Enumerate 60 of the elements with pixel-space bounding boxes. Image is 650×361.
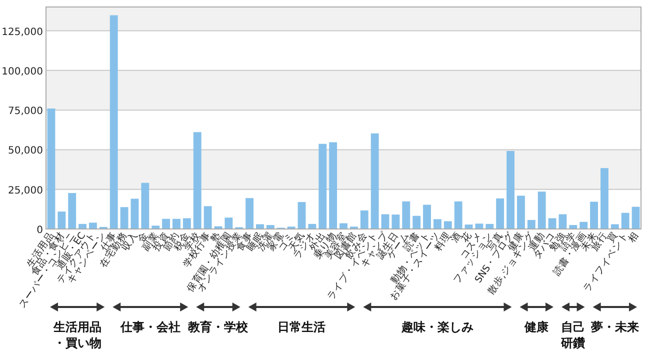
bar [47, 108, 56, 229]
bar [527, 220, 536, 229]
x-tick-label: 買 [606, 230, 620, 245]
bar [433, 219, 442, 229]
bar [224, 218, 233, 229]
text: 日常生活 [278, 320, 326, 334]
text: 夢・未来 [590, 320, 639, 334]
bar [152, 226, 160, 229]
y-tick-label: 0 [36, 225, 43, 236]
y-tick-label: 75,000 [8, 106, 43, 118]
bar [360, 210, 368, 229]
bar [318, 144, 327, 229]
bar [632, 206, 640, 229]
bar [329, 142, 338, 229]
bar [182, 218, 191, 229]
text: 仕事・会社 [119, 320, 180, 334]
text: 健康 [524, 320, 550, 334]
bar [548, 218, 556, 229]
text: 教育・学校 [187, 320, 250, 334]
bar [58, 212, 66, 229]
bar [412, 216, 421, 229]
bar [162, 218, 170, 229]
bar [516, 196, 525, 229]
bar [141, 182, 150, 229]
bar [610, 224, 619, 229]
bar [454, 201, 462, 229]
bar [590, 202, 598, 229]
y-tick-label: 25,000 [8, 185, 43, 196]
bar [580, 222, 588, 229]
bar [444, 221, 452, 229]
bar [402, 201, 410, 229]
y-tick-label: 125,000 [2, 26, 43, 38]
bar [298, 202, 306, 229]
bar [256, 224, 264, 229]
bar [538, 192, 546, 229]
bar [68, 193, 76, 229]
bar [381, 214, 390, 229]
bar [246, 198, 254, 229]
text: 趣味・楽しみ [400, 320, 474, 334]
bar [506, 150, 514, 229]
bar [370, 133, 379, 229]
y-tick-label: 50,000 [8, 146, 43, 157]
bar [392, 214, 400, 229]
bar [193, 132, 202, 229]
bar [120, 207, 128, 229]
text: 自己研鑽 [560, 320, 586, 350]
bar [204, 206, 212, 229]
y-tick-label: 100,000 [2, 66, 43, 78]
bar [423, 204, 431, 229]
x-tick-label: 相 [626, 230, 642, 245]
bar [600, 168, 608, 229]
bar [475, 224, 484, 229]
bar [89, 222, 97, 229]
bar [130, 198, 139, 229]
bar [558, 214, 567, 229]
text: 生活用品・買い物 [52, 320, 102, 350]
bar [172, 218, 180, 229]
bar [621, 212, 630, 229]
bar [496, 198, 504, 229]
bar [110, 15, 118, 229]
